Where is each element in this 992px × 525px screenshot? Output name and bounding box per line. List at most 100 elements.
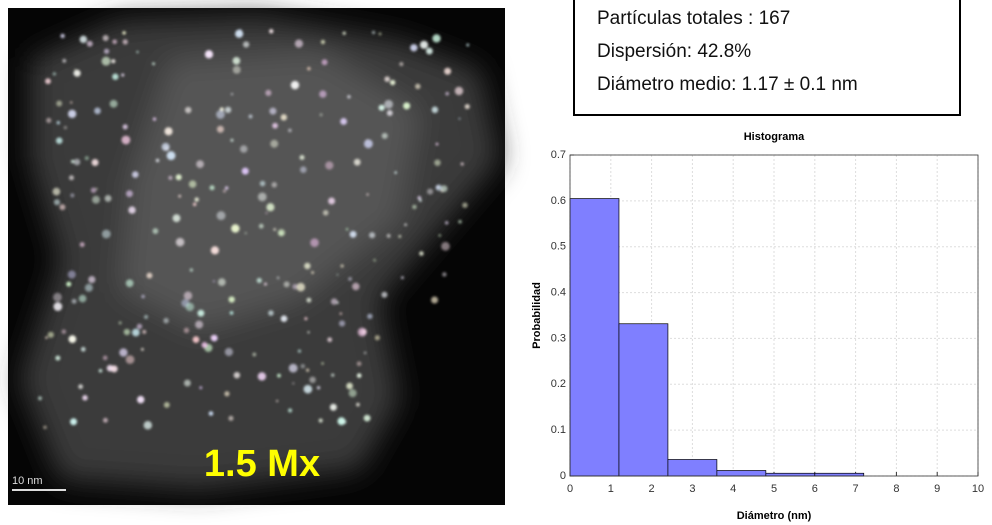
particle <box>425 47 433 55</box>
particle <box>73 69 81 77</box>
particle <box>103 48 110 54</box>
particle <box>404 223 407 227</box>
particle <box>290 80 300 90</box>
particle <box>86 40 93 47</box>
particle <box>216 211 226 221</box>
particle <box>189 268 193 272</box>
particle <box>141 348 144 351</box>
particle <box>374 335 380 341</box>
particle <box>166 151 176 160</box>
particle <box>94 107 101 115</box>
particle <box>366 193 369 196</box>
particle <box>125 355 135 364</box>
bar <box>716 470 767 477</box>
particle <box>369 232 376 239</box>
bar <box>814 472 865 477</box>
particle <box>172 214 181 223</box>
particle <box>109 99 118 108</box>
particle <box>378 104 385 111</box>
particle <box>427 188 434 195</box>
particle <box>216 110 225 119</box>
particle <box>183 291 193 301</box>
particle <box>91 159 99 167</box>
particle <box>192 336 200 343</box>
particle <box>195 320 204 329</box>
particle <box>67 109 77 119</box>
particle <box>152 62 155 66</box>
particle <box>357 327 367 337</box>
particle <box>325 161 334 170</box>
particle <box>320 39 326 45</box>
particle <box>304 262 311 270</box>
particle <box>441 241 450 251</box>
particle <box>43 425 47 430</box>
particle <box>110 365 118 373</box>
particle <box>131 171 139 178</box>
particle <box>276 276 280 280</box>
particle <box>144 314 148 319</box>
particle <box>128 206 136 214</box>
particle <box>273 228 277 231</box>
particle <box>152 228 159 234</box>
particle <box>183 327 190 334</box>
particle <box>277 373 281 378</box>
particle <box>161 142 170 151</box>
particle <box>412 204 417 210</box>
particle <box>327 337 333 343</box>
particle <box>306 297 312 303</box>
particle <box>78 294 87 303</box>
magnification: 1.5 Mx <box>204 443 320 485</box>
particle <box>146 272 153 279</box>
particle <box>229 311 234 315</box>
stat-line: Diámetro medio: 1.17 ± 0.1 nm <box>597 74 858 95</box>
particle <box>163 317 169 324</box>
particle <box>336 273 339 276</box>
particle <box>367 313 373 320</box>
x-tick-label: 5 <box>771 483 777 495</box>
particle <box>319 90 327 98</box>
particle <box>322 209 329 216</box>
x-tick-label: 6 <box>812 483 818 495</box>
particle <box>432 34 441 43</box>
particle <box>224 106 232 113</box>
particle <box>232 57 241 65</box>
particle <box>381 132 388 139</box>
particles <box>38 29 470 430</box>
x-tick-label: 1 <box>608 483 614 495</box>
particle <box>454 86 464 96</box>
particle <box>218 278 226 286</box>
particle <box>248 114 253 119</box>
particle <box>356 361 362 367</box>
particle <box>78 384 83 390</box>
y-tick-label: 0.4 <box>551 286 566 298</box>
particle <box>346 382 353 390</box>
particle <box>79 242 85 248</box>
particle <box>269 107 277 115</box>
particle <box>306 368 310 372</box>
particle <box>228 415 234 421</box>
particle <box>340 118 348 125</box>
particle <box>224 391 230 397</box>
particle <box>53 302 63 311</box>
particle <box>363 414 371 422</box>
particle <box>92 195 100 204</box>
particle <box>90 187 97 193</box>
particle <box>103 417 108 423</box>
particle <box>74 68 77 71</box>
particle <box>168 175 173 180</box>
particle <box>442 272 447 277</box>
particle <box>62 58 67 63</box>
particle <box>155 158 160 163</box>
x-tick-label: 7 <box>853 483 859 495</box>
particle <box>415 83 421 90</box>
particle <box>231 224 240 233</box>
particle <box>70 193 75 198</box>
particle <box>276 399 279 403</box>
particle <box>73 158 81 166</box>
particle <box>201 342 208 349</box>
particle <box>283 281 290 288</box>
particle <box>137 395 145 404</box>
particle <box>356 402 360 407</box>
particle <box>294 39 304 48</box>
particle <box>438 234 442 237</box>
